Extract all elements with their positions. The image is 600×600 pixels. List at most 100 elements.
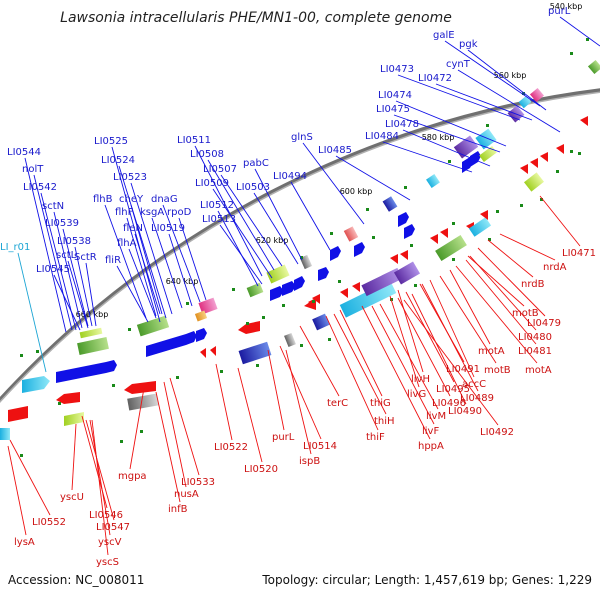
gene-label-glns[interactable]: glnS [291,132,313,143]
gene-label-li0539[interactable]: LI0539 [45,218,79,229]
gc-mark [404,186,407,189]
gc-mark [586,38,589,41]
gc-mark [186,302,189,305]
gene-label-li0478[interactable]: LI0478 [385,119,419,130]
gene-label-flhb[interactable]: flhB [93,194,113,205]
gene-label-li0480[interactable]: LI0480 [518,332,552,343]
gene-label-chey[interactable]: cheY [119,194,144,205]
leader-line [487,239,534,278]
gene-label-livf[interactable]: livF [422,426,439,437]
gene-label-li0523[interactable]: LI0523 [113,172,147,183]
gene-label-nusa[interactable]: nusA [174,489,199,500]
gene-label-thig[interactable]: thiG [370,398,391,409]
gene-label-mota1[interactable]: motA [525,365,552,376]
gc-mark [282,304,285,307]
gene-label-yscs[interactable]: yscS [96,557,119,568]
gene-label-li0492[interactable]: LI0492 [480,427,514,438]
gene-label-li0474[interactable]: LI0474 [378,90,412,101]
gene-label-ispb[interactable]: ispB [299,456,320,467]
gene-label-li0546[interactable]: LI0546 [89,510,123,521]
gene-label-sctn[interactable]: sctN [42,201,64,212]
gene-label-mgpa[interactable]: mgpa [118,471,147,482]
gene-label-accc[interactable]: accC [462,379,486,390]
leader-line [219,224,263,285]
gene-label-li0520[interactable]: LI0520 [244,464,278,475]
gene-label-sctr[interactable]: SctR [74,252,97,263]
gene-label-hppa[interactable]: hppA [418,441,444,452]
gene-label-li0538[interactable]: LI0538 [57,236,91,247]
gene-label-li0552[interactable]: LI0552 [32,517,66,528]
gene-label-li0545[interactable]: LI0545 [36,264,70,275]
gene-label-li0484[interactable]: LI0484 [365,131,399,142]
gene-label-li0475[interactable]: LI0475 [376,104,410,115]
gene-label-li0511[interactable]: LI0511 [177,135,211,146]
gene-label-yscu[interactable]: yscU [60,492,84,503]
gene-label-purl2[interactable]: purL [272,432,295,443]
gene-label-livh[interactable]: livH [411,374,430,385]
gene-label-li0472[interactable]: LI0472 [418,73,452,84]
gene-label-nolt[interactable]: nolT [22,164,44,175]
gene-label-li0547[interactable]: LI0547 [96,522,130,533]
leader-line [9,439,51,516]
gene-label-nrdb[interactable]: nrdB [521,279,545,290]
gene-label-yscv[interactable]: yscV [98,537,122,548]
gene-label-dnag[interactable]: dnaG [151,194,178,205]
gene-label-pgk[interactable]: pgk [459,39,478,50]
leader-line [397,297,451,397]
gene-label-li0519[interactable]: LI0519 [151,223,185,234]
gene-label-li0471[interactable]: LI0471 [562,248,596,259]
gene-label-li0491[interactable]: LI0491 [446,364,480,375]
leader-line [539,195,581,247]
gene-label-nrda[interactable]: nrdA [543,262,567,273]
gene-label-sctl[interactable]: sctL [56,250,77,261]
leader-line [449,269,491,345]
gene-label-li0524[interactable]: LI0524 [101,155,135,166]
gene-label-pabc[interactable]: pabC [243,158,269,169]
gene-label-purl[interactable]: purL [548,6,571,17]
gene-label-li0489[interactable]: LI0489 [460,393,494,404]
gene-label-li0490[interactable]: LI0490 [448,406,482,417]
gene-label-li0495[interactable]: LI0495 [436,384,470,395]
gene-label-li0525[interactable]: LI0525 [94,136,128,147]
gene-label-cynt[interactable]: cynT [446,59,471,70]
gene-label-li0544[interactable]: LI0544 [7,147,41,158]
gene-label-li0514[interactable]: LI0514 [303,441,337,452]
gene-label-motb1[interactable]: motB [512,308,539,319]
gene-label-li0485[interactable]: LI0485 [318,145,352,156]
gene-label-flir[interactable]: fliR [105,255,121,266]
gene-label-mota2[interactable]: motA [478,346,505,357]
gene-label-motb2[interactable]: motB [484,365,511,376]
gene-label-li0513[interactable]: LI0513 [202,214,236,225]
leader-line [215,363,233,441]
leader-line [403,299,499,426]
gene-label-li0494[interactable]: LI0494 [273,171,307,182]
gene-label-flhf[interactable]: flhF [115,207,134,218]
gene-label-li0507[interactable]: LI0507 [203,164,237,175]
gene-label-li0473[interactable]: LI0473 [380,64,414,75]
gene-label-gale[interactable]: galE [433,30,455,41]
gene-label-lysa[interactable]: lysA [14,537,35,548]
gene-label-li0508[interactable]: LI0508 [190,149,224,160]
gene-label-li0512[interactable]: LI0512 [200,200,234,211]
gene-label-livg[interactable]: livG [407,389,426,400]
gene-label-li0522[interactable]: LI0522 [214,442,248,453]
gene-label-li0479[interactable]: LI0479 [527,318,561,329]
gene-label-li0542[interactable]: LI0542 [23,182,57,193]
gene-label-li0496[interactable]: LI0496 [432,398,466,409]
gene-label-li_r01[interactable]: LI_r01 [0,242,30,253]
gene-label-flha[interactable]: flhA [117,238,137,249]
leader-line [335,155,411,201]
leader-line [40,192,77,331]
gene-label-rpod[interactable]: rpoD [167,207,192,218]
gene-label-terc[interactable]: terC [327,398,348,409]
gene-label-ksga[interactable]: ksgA [140,207,164,218]
gene-label-li0481[interactable]: LI0481 [518,346,552,357]
gene-label-livm[interactable]: livM [426,411,446,422]
gene-label-li0503[interactable]: LI0503 [236,182,270,193]
gene-label-thif[interactable]: thiF [366,432,385,443]
gene-label-thih[interactable]: thiH [374,416,395,427]
gene-label-li0533[interactable]: LI0533 [181,477,215,488]
gene-label-flen[interactable]: fleN [123,223,143,234]
gene-label-li0509[interactable]: LI0509 [195,178,229,189]
gene-label-infb[interactable]: infB [168,504,188,515]
